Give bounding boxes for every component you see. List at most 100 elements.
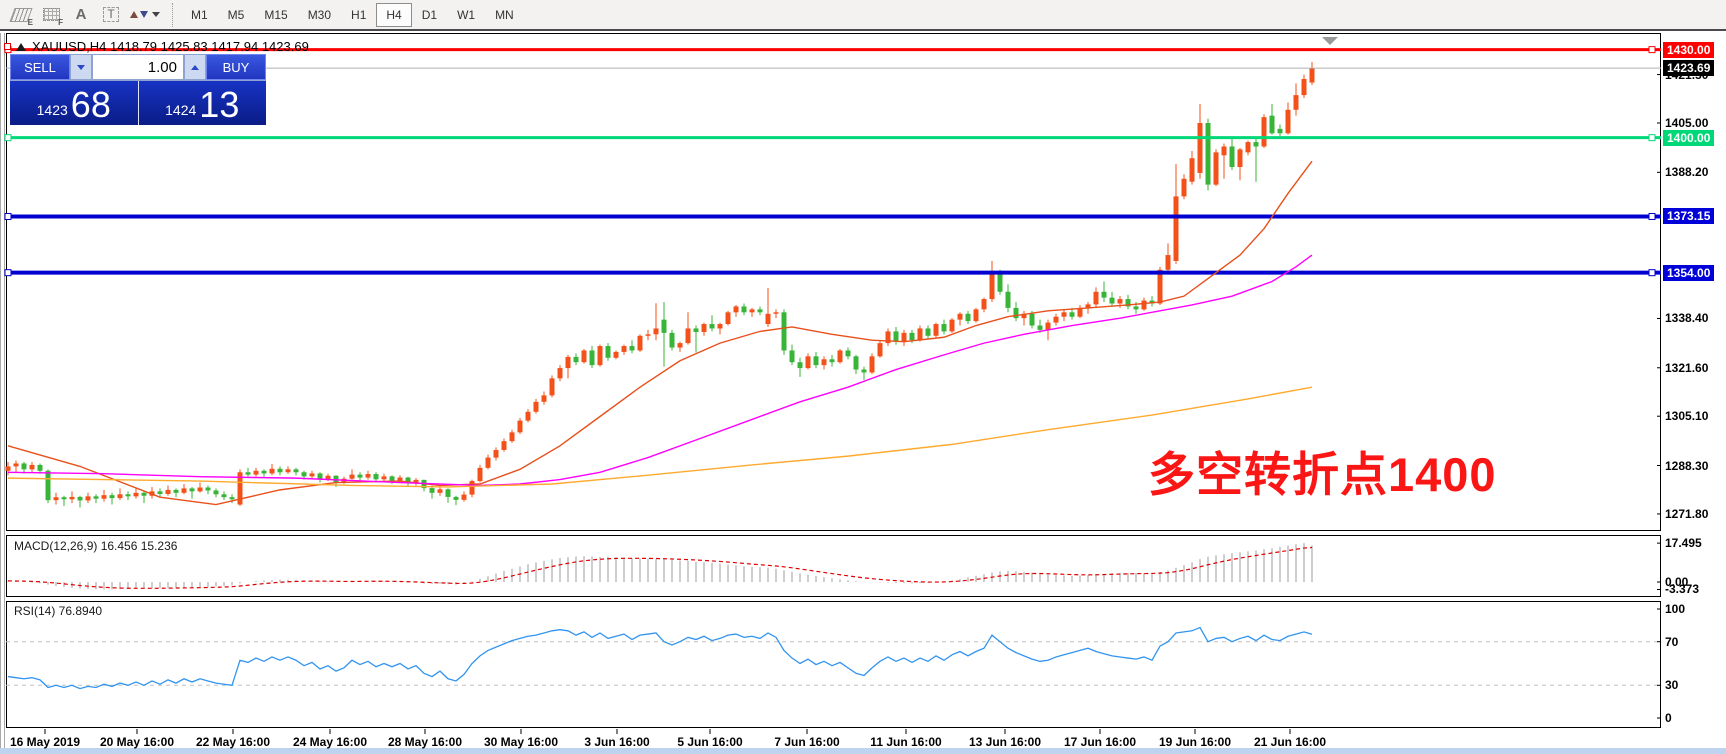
trendline-anchor-icon[interactable]	[4, 43, 11, 50]
candle-body	[997, 271, 1003, 292]
candle-body	[533, 401, 539, 412]
draw-tool-icon[interactable]: E	[8, 3, 34, 27]
candle-body	[477, 467, 483, 482]
tf-button-h4[interactable]: H4	[376, 2, 412, 27]
candle-body	[685, 328, 691, 344]
candle-body	[1141, 300, 1147, 310]
expand-panel-icon[interactable]	[16, 42, 26, 51]
text-label-icon[interactable]: A	[75, 6, 87, 23]
candle-body	[117, 494, 123, 499]
candle-body	[1285, 109, 1291, 134]
time-axis-label: 17 Jun 16:00	[1063, 735, 1137, 749]
candle-body	[197, 487, 203, 492]
hline-marker-icon[interactable]	[4, 134, 12, 142]
time-axis-label: 7 Jun 16:00	[774, 735, 840, 749]
price-tick-label: 1305.10	[1665, 409, 1709, 424]
rsi-label: RSI(14) 76.8940	[14, 604, 103, 618]
tf-button-d1[interactable]: D1	[412, 3, 447, 27]
candle-body	[973, 309, 979, 322]
candle-body	[445, 489, 451, 497]
candle-body	[741, 306, 747, 313]
candle-body	[245, 472, 251, 475]
volume-increase-button[interactable]	[184, 54, 206, 80]
tf-button-w1[interactable]: W1	[447, 3, 485, 27]
rsi-tick-label: 70	[1665, 634, 1679, 649]
timeframe-buttons: M1 M5 M15 M30 H1 H4 D1 W1 MN	[181, 2, 524, 27]
candle-body	[469, 481, 475, 495]
window-left-edge	[0, 33, 5, 754]
chart-title: XAUUSD,H4 1418.79 1425.83 1417.94 1423.6…	[32, 39, 309, 54]
rsi-tick-label: 100	[1665, 602, 1686, 616]
buy-price-big: 13	[199, 84, 240, 125]
candle-body	[1165, 255, 1171, 270]
candle-body	[181, 488, 187, 493]
candle-body	[693, 328, 699, 332]
candle-body	[461, 494, 467, 500]
macd-tick-label: -3.373	[1665, 582, 1700, 597]
tf-button-m1[interactable]: M1	[181, 3, 218, 27]
time-axis-label: 20 May 16:00	[99, 735, 175, 749]
sell-price-small: 1423	[36, 102, 68, 118]
hline-marker-icon[interactable]	[1648, 134, 1656, 142]
candle-body	[981, 299, 987, 310]
sell-button[interactable]: SELL	[10, 54, 70, 80]
chart-annotation-text[interactable]: 多空转折点1400	[1148, 448, 1497, 501]
candle-body	[1077, 307, 1083, 317]
candle-body	[765, 313, 771, 325]
hline-marker-icon[interactable]	[1648, 269, 1656, 277]
candle-body	[269, 468, 275, 474]
candle-body	[885, 331, 891, 344]
tf-button-m15[interactable]: M15	[254, 3, 297, 27]
hline-marker-icon[interactable]	[1648, 212, 1656, 220]
candle-body	[485, 457, 491, 468]
candle-body	[525, 411, 531, 421]
candle-body	[493, 449, 499, 458]
candle-body	[749, 309, 755, 313]
grid-tool-icon[interactable]: F	[38, 3, 64, 27]
candle-body	[53, 497, 59, 501]
candle-body	[1205, 123, 1211, 185]
hline-marker-icon[interactable]	[4, 212, 12, 220]
volume-decrease-button[interactable]	[70, 54, 92, 80]
candle-body	[717, 324, 723, 329]
candle-body	[77, 496, 83, 501]
tf-button-mn[interactable]: MN	[485, 3, 524, 27]
candle-body	[101, 495, 107, 499]
candle-body	[701, 324, 707, 332]
candle-body	[389, 476, 395, 481]
arrow-up-icon	[191, 64, 199, 70]
candle-body	[1013, 307, 1019, 319]
one-click-trade-panel: SELL 1.00 BUY 1423 68 1424 13	[10, 54, 266, 125]
arrow-down-icon	[77, 64, 85, 70]
candle-body	[933, 324, 939, 336]
candle-body	[1245, 142, 1251, 153]
candle-body	[309, 473, 315, 477]
buy-button[interactable]: BUY	[206, 54, 266, 80]
hline-marker-icon[interactable]	[1648, 46, 1656, 54]
ma-line-fast	[7, 160, 1313, 506]
candle-body	[237, 472, 243, 505]
candle-body	[629, 346, 635, 351]
price-tick-label: 1338.40	[1665, 311, 1709, 326]
candle-body	[821, 359, 827, 366]
tf-button-m5[interactable]: M5	[218, 3, 255, 27]
buy-quote[interactable]: 1424 13	[139, 81, 267, 125]
price-level-badge-1373.15: 1373.15	[1663, 208, 1715, 225]
candle-body	[365, 474, 371, 478]
tf-button-h1[interactable]: H1	[341, 3, 376, 27]
candle-body	[1149, 300, 1155, 304]
macd-panel[interactable]	[6, 535, 1661, 597]
arrow-tools-icon[interactable]	[128, 3, 162, 27]
volume-input[interactable]: 1.00	[92, 54, 184, 80]
textbox-tool-icon[interactable]: T	[98, 3, 124, 27]
hline-marker-icon[interactable]	[4, 269, 12, 277]
sell-quote[interactable]: 1423 68	[10, 81, 138, 125]
main-chart-panel[interactable]	[6, 33, 1661, 531]
candle-body	[1301, 78, 1307, 96]
candle-body	[549, 378, 555, 396]
candle-body	[1277, 128, 1283, 134]
tf-button-m30[interactable]: M30	[298, 3, 341, 27]
candle-body	[429, 488, 435, 493]
candle-body	[1125, 299, 1131, 307]
